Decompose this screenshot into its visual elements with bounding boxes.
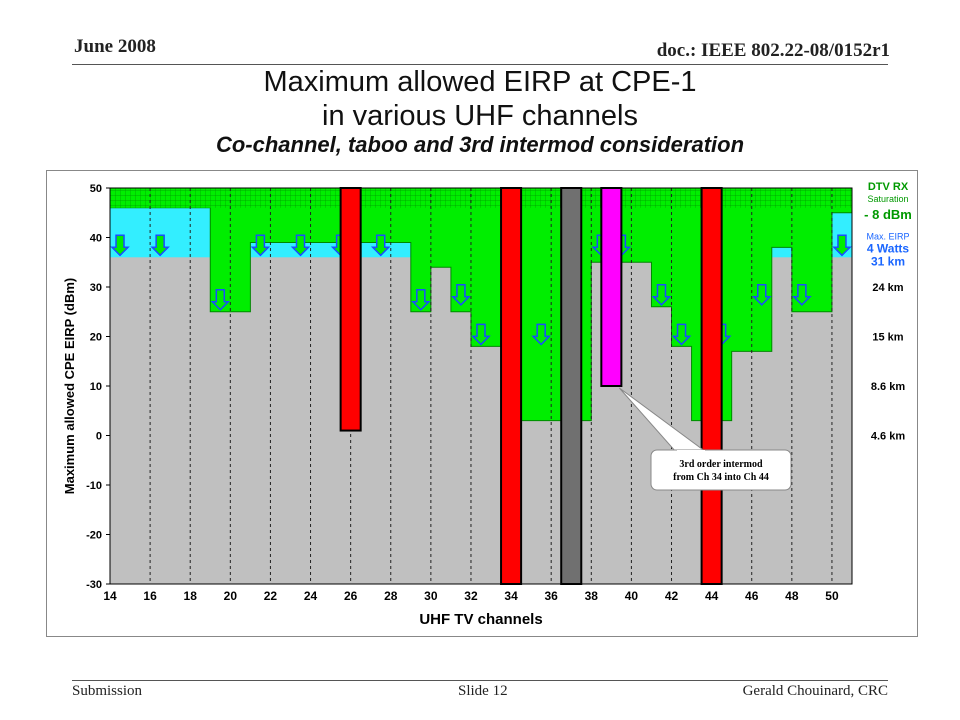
x-tick-label-36: 36 — [545, 589, 559, 603]
ref-label-dtv-rx: DTV RX — [868, 181, 909, 193]
reduction-arrow-1 — [150, 234, 170, 257]
slide-title-line1: Maximum allowed EIRP at CPE-1 — [263, 66, 697, 98]
y-tick-label--30: -30 — [86, 579, 102, 591]
ref-label-distance-2: 8.6 km — [871, 381, 905, 393]
y-tick-label-10: 10 — [90, 381, 102, 393]
header-doc: doc.: IEEE 802.22-08/0152r1 — [656, 40, 890, 61]
x-tick-label-26: 26 — [344, 589, 358, 603]
x-tick-label-46: 46 — [745, 589, 759, 603]
x-tick-label-44: 44 — [705, 589, 719, 603]
ref-label-distance-3: 4.6 km — [871, 431, 905, 443]
reduction-arrow-14 — [671, 323, 692, 346]
ref-label-saturation: Saturation — [867, 194, 908, 204]
reduction-arrow-13 — [651, 284, 672, 306]
reduction-arrow-10 — [531, 323, 551, 346]
x-tick-label-14: 14 — [103, 589, 117, 603]
bar-gray-ch-37 — [560, 187, 583, 585]
annotation-line2: from Ch 34 into Ch 44 — [673, 472, 769, 483]
header-date: June 2008 — [74, 36, 156, 57]
slide-subtitle: Co-channel, taboo and 3rd intermod consi… — [215, 132, 745, 157]
y-tick-label-20: 20 — [90, 332, 102, 344]
reduction-arrow-6 — [370, 234, 391, 257]
x-tick-label-18: 18 — [184, 589, 198, 603]
annotation-box — [650, 449, 792, 491]
reduction-arrow-18 — [832, 234, 852, 257]
y-tick-label-40: 40 — [90, 233, 102, 245]
footer-divider — [72, 680, 888, 681]
footer-submission: Submission — [72, 683, 143, 699]
y-tick-label--10: -10 — [86, 480, 102, 492]
reduction-arrow-17 — [792, 284, 812, 306]
x-tick-label-38: 38 — [585, 589, 599, 603]
reduction-arrow-8 — [451, 284, 471, 306]
y-axis-label: Maximum allowed CPE EIRP (dBm) — [62, 278, 77, 494]
x-tick-label-16: 16 — [143, 589, 157, 603]
y-tick-label-0: 0 — [96, 431, 102, 443]
ref-label-distance-0: 24 km — [872, 282, 903, 294]
header-divider — [72, 64, 888, 65]
y-tick-label--20: -20 — [86, 530, 102, 542]
bar-magenta-ch-39 — [600, 187, 623, 387]
x-tick-label-22: 22 — [264, 589, 278, 603]
y-tick-label-30: 30 — [90, 282, 102, 294]
y-tick-label-50: 50 — [90, 183, 102, 195]
reduction-arrow-16 — [751, 284, 772, 306]
x-axis-label: UHF TV channels — [419, 611, 542, 628]
x-tick-label-30: 30 — [424, 589, 438, 603]
x-tick-label-24: 24 — [304, 589, 318, 603]
reduction-arrow-0 — [110, 234, 130, 257]
x-tick-label-40: 40 — [625, 589, 639, 603]
ref-label-minus8dbm: - 8 dBm — [864, 207, 912, 222]
ref-label-4-watts: 4 Watts — [867, 242, 910, 256]
ref-label-distance-1: 15 km — [872, 332, 903, 344]
bar-red-ch-34 — [500, 187, 523, 585]
reduction-arrow-7 — [411, 289, 431, 311]
x-tick-label-48: 48 — [785, 589, 799, 603]
bar-red-ch-44 — [700, 187, 723, 585]
x-tick-label-50: 50 — [825, 589, 839, 603]
x-tick-label-28: 28 — [384, 589, 398, 603]
x-tick-label-42: 42 — [665, 589, 679, 603]
footer-slide-number: Slide 12 — [458, 683, 508, 699]
x-tick-label-20: 20 — [224, 589, 238, 603]
bar-red-ch-26 — [339, 187, 362, 432]
annotation-line1: 3rd order intermod — [679, 459, 763, 470]
slide-title-line2: in various UHF channels — [322, 100, 638, 132]
reduction-arrow-9 — [471, 323, 491, 346]
reduction-arrow-3 — [250, 234, 271, 257]
ref-label-31km: 31 km — [871, 255, 905, 269]
reduction-arrow-4 — [290, 234, 311, 257]
saturation-band — [110, 188, 852, 208]
footer-author: Gerald Chouinard, CRC — [742, 683, 888, 699]
x-tick-label-34: 34 — [504, 589, 518, 603]
x-tick-label-32: 32 — [464, 589, 478, 603]
ref-label-max-eirp: Max. EIRP — [866, 232, 909, 242]
reduction-arrow-2 — [210, 289, 231, 311]
